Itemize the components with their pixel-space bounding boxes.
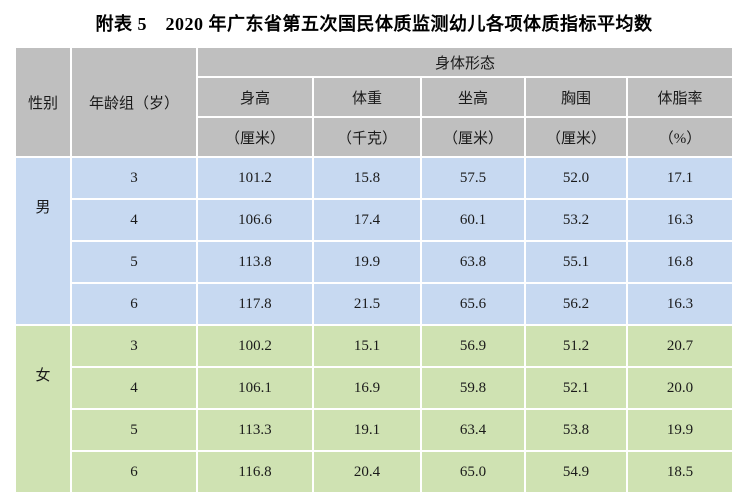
gender-cell-female: 女 xyxy=(16,326,70,492)
data-cell-body-fat: 16.8 xyxy=(628,242,732,282)
data-cell-body-fat: 16.3 xyxy=(628,284,732,324)
data-cell-weight: 16.9 xyxy=(314,368,420,408)
page-title: 附表 5 2020 年广东省第五次国民体质监测幼儿各项体质指标平均数 xyxy=(95,14,653,34)
age-cell: 5 xyxy=(72,410,196,450)
data-cell-height: 100.2 xyxy=(198,326,312,366)
data-cell-sitting-height: 65.6 xyxy=(422,284,524,324)
data-cell-sitting-height: 63.4 xyxy=(422,410,524,450)
data-cell-weight: 19.9 xyxy=(314,242,420,282)
data-cell-sitting-height: 65.0 xyxy=(422,452,524,492)
data-cell-height: 117.8 xyxy=(198,284,312,324)
header-body-morphology: 身体形态 xyxy=(198,48,732,76)
gender-cell-male: 男 xyxy=(16,158,70,324)
data-cell-chest: 54.9 xyxy=(526,452,626,492)
unit-height: （厘米） xyxy=(198,118,312,156)
data-cell-weight: 19.1 xyxy=(314,410,420,450)
data-cell-sitting-height: 57.5 xyxy=(422,158,524,198)
data-cell-chest: 51.2 xyxy=(526,326,626,366)
data-cell-sitting-height: 60.1 xyxy=(422,200,524,240)
header-sitting-height: 坐高 xyxy=(422,78,524,116)
unit-body-fat-rate: （%） xyxy=(628,118,732,156)
header-chest-circumference: 胸围 xyxy=(526,78,626,116)
data-cell-body-fat: 19.9 xyxy=(628,410,732,450)
unit-sitting-height: （厘米） xyxy=(422,118,524,156)
age-cell: 4 xyxy=(72,200,196,240)
data-cell-height: 116.8 xyxy=(198,452,312,492)
data-cell-height: 113.8 xyxy=(198,242,312,282)
data-cell-weight: 15.8 xyxy=(314,158,420,198)
data-cell-chest: 52.1 xyxy=(526,368,626,408)
data-cell-body-fat: 16.3 xyxy=(628,200,732,240)
data-cell-chest: 53.8 xyxy=(526,410,626,450)
header-gender: 性别 xyxy=(16,48,70,156)
anthropometric-averages-table: 性别 年龄组（岁） 身体形态 身高 体重 坐高 胸围 体脂率 （厘米） （千克）… xyxy=(14,46,734,494)
data-cell-weight: 17.4 xyxy=(314,200,420,240)
data-cell-body-fat: 20.7 xyxy=(628,326,732,366)
data-cell-sitting-height: 63.8 xyxy=(422,242,524,282)
header-height: 身高 xyxy=(198,78,312,116)
data-cell-weight: 20.4 xyxy=(314,452,420,492)
data-cell-sitting-height: 59.8 xyxy=(422,368,524,408)
age-cell: 5 xyxy=(72,242,196,282)
age-cell: 3 xyxy=(72,326,196,366)
data-cell-height: 106.6 xyxy=(198,200,312,240)
data-cell-chest: 55.1 xyxy=(526,242,626,282)
data-cell-height: 101.2 xyxy=(198,158,312,198)
age-cell: 6 xyxy=(72,284,196,324)
header-age-group: 年龄组（岁） xyxy=(72,48,196,156)
data-cell-height: 113.3 xyxy=(198,410,312,450)
data-cell-chest: 53.2 xyxy=(526,200,626,240)
age-cell: 3 xyxy=(72,158,196,198)
unit-chest-circumference: （厘米） xyxy=(526,118,626,156)
age-cell: 6 xyxy=(72,452,196,492)
data-cell-body-fat: 17.1 xyxy=(628,158,732,198)
header-weight: 体重 xyxy=(314,78,420,116)
data-cell-height: 106.1 xyxy=(198,368,312,408)
data-cell-weight: 15.1 xyxy=(314,326,420,366)
data-cell-weight: 21.5 xyxy=(314,284,420,324)
header-body-fat-rate: 体脂率 xyxy=(628,78,732,116)
data-cell-chest: 56.2 xyxy=(526,284,626,324)
age-cell: 4 xyxy=(72,368,196,408)
data-cell-chest: 52.0 xyxy=(526,158,626,198)
data-cell-sitting-height: 56.9 xyxy=(422,326,524,366)
data-cell-body-fat: 18.5 xyxy=(628,452,732,492)
data-cell-body-fat: 20.0 xyxy=(628,368,732,408)
unit-weight: （千克） xyxy=(314,118,420,156)
